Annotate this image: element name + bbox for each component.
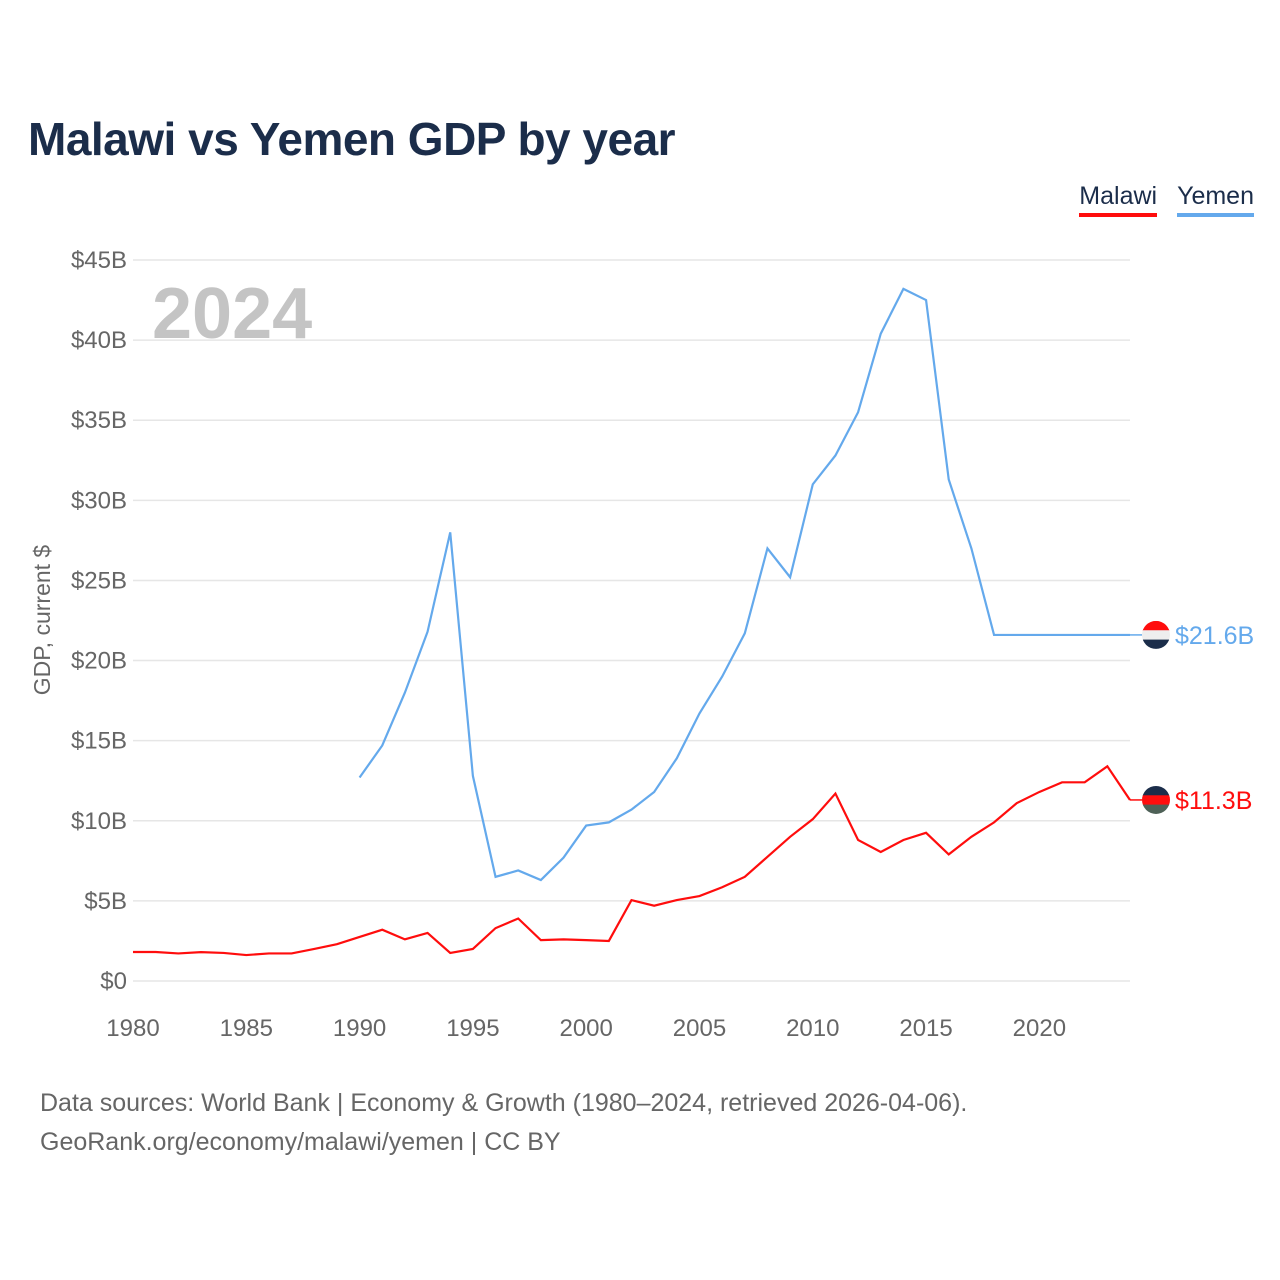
source-note: Data sources: World Bank | Economy & Gro… — [40, 1084, 967, 1162]
x-tick-label: 2015 — [899, 1015, 952, 1042]
x-tick-label: 1990 — [333, 1015, 386, 1042]
y-tick-label: $0 — [100, 968, 127, 995]
chart-title: Malawi vs Yemen GDP by year — [28, 113, 676, 165]
y-axis-label: GDP, current $ — [29, 545, 55, 696]
x-tick-label: 2000 — [559, 1015, 612, 1042]
y-tick-label: $45B — [71, 247, 127, 274]
flag-malawi-icon — [1142, 785, 1170, 814]
y-tick-label: $15B — [71, 728, 127, 755]
y-tick-label: $35B — [71, 407, 127, 434]
end-value-label: $11.3B — [1175, 787, 1252, 815]
y-tick-label: $25B — [71, 567, 127, 594]
x-tick-label: 1980 — [106, 1015, 159, 1042]
x-tick-label: 2010 — [786, 1015, 839, 1042]
year-watermark: 2024 — [152, 274, 312, 354]
x-tick-label: 1995 — [446, 1015, 499, 1042]
flag-yemen-icon — [1142, 620, 1170, 649]
source-line-1: Data sources: World Bank | Economy & Gro… — [40, 1089, 968, 1117]
end-value-label: $21.6B — [1175, 622, 1254, 650]
y-tick-label: $40B — [71, 327, 127, 354]
source-line-2[interactable]: GeoRank.org/economy/malawi/yemen | CC BY — [40, 1128, 561, 1156]
series-line-yemen — [358, 287, 1130, 882]
legend-yemen[interactable]: Yemen — [1177, 182, 1254, 217]
y-tick-label: $20B — [71, 648, 127, 675]
y-tick-label: $30B — [71, 487, 127, 514]
legend: Malawi Yemen — [1079, 182, 1254, 217]
legend-malawi[interactable]: Malawi — [1079, 182, 1158, 217]
x-tick-label: 2005 — [673, 1015, 726, 1042]
y-tick-label: $5B — [84, 888, 127, 915]
series-line-malawi — [133, 764, 1131, 957]
x-tick-label: 2020 — [1013, 1015, 1066, 1042]
x-tick-label: 1985 — [220, 1015, 273, 1042]
y-tick-label: $10B — [71, 808, 127, 835]
